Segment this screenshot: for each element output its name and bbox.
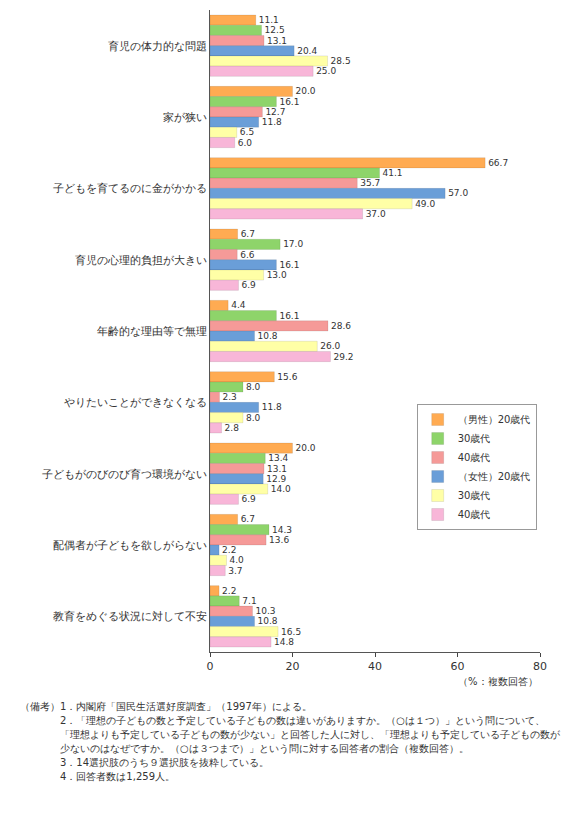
svg-text:2.2: 2.2 [222, 545, 236, 555]
svg-text:10.8: 10.8 [258, 331, 278, 341]
html-text:4．回答者数は1,259人。: 4．回答者数は1,259人。 [60, 771, 175, 782]
svg-text:（女性）20歳代: （女性）20歳代 [458, 471, 531, 482]
svg-text:25.0: 25.0 [316, 66, 336, 76]
svg-text:40: 40 [368, 660, 382, 673]
svg-text:6.0: 6.0 [238, 138, 253, 148]
svg-text:11.8: 11.8 [262, 117, 282, 127]
svg-text:26.0: 26.0 [320, 341, 340, 351]
svg-text:13.0: 13.0 [267, 270, 287, 280]
svg-text:8.0: 8.0 [246, 382, 261, 392]
svg-text:6.6: 6.6 [240, 250, 255, 260]
svg-text:66.7: 66.7 [488, 158, 508, 168]
svg-text:11.8: 11.8 [262, 402, 282, 412]
svg-text:6.9: 6.9 [241, 494, 256, 504]
svg-text:教育をめぐる状況に対して不安: 教育をめぐる状況に対して不安 [53, 610, 207, 623]
svg-text:子どもを育てるのに金がかかる: 子どもを育てるのに金がかかる [53, 182, 207, 195]
svg-text:20.0: 20.0 [296, 443, 316, 453]
svg-text:28.5: 28.5 [331, 56, 351, 66]
svg-text:6.5: 6.5 [240, 127, 254, 137]
svg-text:40歳代: 40歳代 [458, 452, 491, 463]
svg-text:やりたいことができなくなる: やりたいことができなくなる [64, 396, 207, 409]
svg-text:16.1: 16.1 [279, 260, 299, 270]
svg-text:2.2: 2.2 [222, 586, 236, 596]
svg-text:30歳代: 30歳代 [458, 433, 491, 444]
svg-text:育児の体力的な問題: 育児の体力的な問題 [108, 40, 207, 53]
svg-text:2.3: 2.3 [222, 392, 236, 402]
svg-text:12.5: 12.5 [265, 25, 285, 35]
svg-text:（男性）20歳代: （男性）20歳代 [458, 414, 531, 425]
svg-text:11.1: 11.1 [259, 15, 279, 25]
svg-text:13.1: 13.1 [267, 36, 287, 46]
svg-text:4.0: 4.0 [230, 555, 245, 565]
svg-text:15.6: 15.6 [277, 372, 297, 382]
svg-text:60: 60 [451, 660, 465, 673]
svg-text:35.7: 35.7 [360, 178, 380, 188]
svg-text:16.5: 16.5 [281, 627, 301, 637]
svg-text:（%：複数回答）: （%：複数回答） [458, 676, 538, 687]
svg-text:子どもがのびのび育つ環境がない: 子どもがのびのび育つ環境がない [42, 468, 207, 481]
svg-text:配偶者が子どもを欲しがらない: 配偶者が子どもを欲しがらない [53, 539, 207, 552]
svg-text:3.7: 3.7 [228, 566, 242, 576]
svg-text:40歳代: 40歳代 [458, 509, 491, 520]
svg-text:7.1: 7.1 [242, 596, 256, 606]
svg-text:6.7: 6.7 [241, 514, 255, 524]
svg-text:育児の心理的負担が大きい: 育児の心理的負担が大きい [75, 254, 207, 267]
svg-text:41.1: 41.1 [383, 168, 403, 178]
svg-text:年齢的な理由等で無理: 年齢的な理由等で無理 [97, 325, 207, 338]
svg-text:8.0: 8.0 [246, 413, 261, 423]
html-text:3．14選択肢のうち９選択肢を抜粋している。: 3．14選択肢のうち９選択肢を抜粋している。 [60, 757, 270, 768]
svg-text:16.1: 16.1 [279, 311, 299, 321]
svg-text:20: 20 [286, 660, 300, 673]
svg-text:14.3: 14.3 [272, 525, 292, 535]
svg-text:10.3: 10.3 [255, 606, 275, 616]
svg-text:0: 0 [207, 660, 214, 673]
svg-text:12.9: 12.9 [266, 474, 286, 484]
html-text:（備考）1．内閣府「国民生活選好度調査」（1997年）による: （備考）1．内閣府「国民生活選好度調査」（1997年）による。 [20, 701, 312, 712]
svg-text:13.1: 13.1 [267, 464, 287, 474]
svg-text:57.0: 57.0 [448, 188, 468, 198]
svg-text:家が狭い: 家が狭い [163, 111, 207, 124]
svg-text:30歳代: 30歳代 [458, 490, 491, 501]
svg-text:16.1: 16.1 [279, 97, 299, 107]
svg-text:13.4: 13.4 [268, 453, 288, 463]
svg-text:12.7: 12.7 [265, 107, 285, 117]
svg-text:20.4: 20.4 [297, 46, 317, 56]
svg-text:20.0: 20.0 [296, 86, 316, 96]
svg-text:14.8: 14.8 [274, 637, 294, 647]
svg-text:2.8: 2.8 [225, 423, 240, 433]
svg-text:29.2: 29.2 [333, 352, 353, 362]
svg-text:80: 80 [533, 660, 547, 673]
svg-text:13.6: 13.6 [269, 535, 289, 545]
svg-text:6.7: 6.7 [241, 229, 255, 239]
svg-text:6.9: 6.9 [241, 280, 256, 290]
svg-text:4.4: 4.4 [231, 300, 246, 310]
html-text:2．「理想の子どもの数と予定している子どもの数は違いがありま: 2．「理想の子どもの数と予定している子どもの数は違いがありますか。（○は１つ）」… [60, 715, 560, 754]
svg-text:14.0: 14.0 [271, 484, 291, 494]
svg-text:17.0: 17.0 [283, 239, 303, 249]
svg-text:10.8: 10.8 [258, 616, 278, 626]
svg-text:49.0: 49.0 [415, 199, 435, 209]
svg-text:28.6: 28.6 [331, 321, 351, 331]
svg-text:37.0: 37.0 [366, 209, 386, 219]
